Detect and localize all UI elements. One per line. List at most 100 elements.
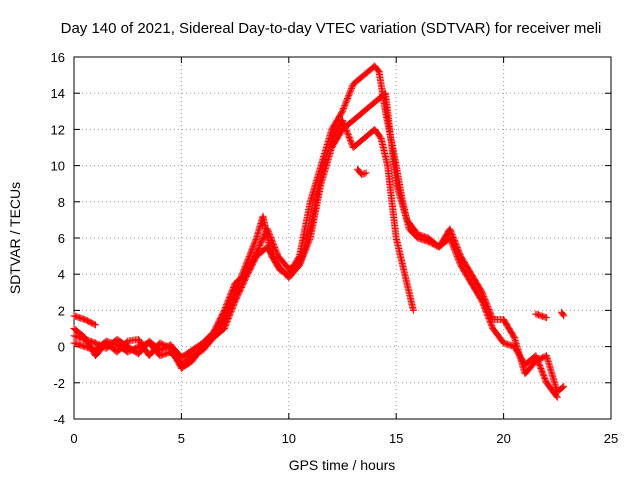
- data-point: [483, 310, 491, 318]
- data-point: [452, 248, 460, 256]
- data-point: [221, 323, 229, 331]
- data-point: [534, 356, 542, 364]
- data-point: [221, 322, 229, 330]
- data-point: [227, 289, 235, 297]
- data-point: [223, 317, 231, 325]
- data-point: [339, 116, 346, 124]
- data-point: [230, 300, 238, 308]
- data-point: [266, 231, 274, 239]
- data-point: [347, 138, 355, 146]
- data-point: [223, 319, 231, 327]
- data-point: [447, 237, 455, 245]
- data-point: [267, 235, 275, 243]
- data-point: [228, 306, 236, 314]
- data-point: [486, 317, 494, 325]
- data-point: [345, 132, 353, 140]
- data-point: [269, 239, 277, 247]
- data-point: [453, 251, 461, 259]
- data-point: [346, 87, 354, 95]
- data-point: [535, 359, 543, 367]
- data-point: [446, 235, 454, 243]
- data-point: [265, 229, 273, 237]
- x-tick-label: 20: [496, 431, 510, 446]
- y-tick-label: -4: [53, 412, 65, 427]
- y-axis-label: SDTVAR / TECUs: [7, 182, 23, 294]
- data-point: [449, 243, 457, 251]
- data-point: [532, 353, 540, 361]
- data-point: [249, 244, 257, 252]
- data-point: [539, 369, 547, 377]
- data-point: [484, 313, 492, 321]
- data-point: [553, 393, 561, 401]
- data-point: [483, 309, 491, 317]
- data-point: [541, 376, 549, 384]
- x-tick-label: 25: [604, 431, 618, 446]
- data-point: [479, 299, 487, 307]
- data-point: [226, 310, 234, 318]
- data-point: [227, 291, 235, 299]
- series-trace-6: [558, 308, 568, 320]
- data-point: [268, 236, 276, 244]
- data-point: [341, 123, 349, 131]
- data-point: [228, 286, 236, 294]
- data-point: [543, 314, 551, 322]
- data-point: [487, 320, 495, 328]
- data-point: [348, 84, 356, 92]
- data-point: [454, 255, 462, 263]
- data-point: [362, 169, 370, 177]
- data-point: [228, 288, 236, 296]
- data-point: [482, 307, 490, 315]
- data-point: [484, 312, 492, 320]
- data-point: [344, 131, 352, 139]
- data-point: [345, 133, 353, 141]
- data-point: [560, 382, 568, 390]
- data-point: [344, 94, 352, 102]
- ticks: 0 5 10 15 20 25 -4 -2 0 2 4 6 8 10 12 14 16: [51, 50, 619, 446]
- data-point: [343, 128, 351, 136]
- data-point: [270, 242, 278, 250]
- data-point: [271, 245, 279, 253]
- data-point: [229, 303, 237, 311]
- data-point: [340, 104, 348, 112]
- data-point: [541, 375, 549, 383]
- data-point: [225, 294, 233, 302]
- data-point: [346, 136, 354, 144]
- data-point: [481, 304, 489, 312]
- data-point: [456, 258, 464, 266]
- data-point: [448, 229, 456, 237]
- data-point: [446, 226, 454, 234]
- x-tick-label: 10: [282, 431, 296, 446]
- data-point: [225, 313, 233, 321]
- data-point: [552, 392, 560, 400]
- data-point: [263, 225, 271, 233]
- data-point: [540, 373, 548, 381]
- data-point: [454, 254, 462, 262]
- data-point: [559, 311, 567, 319]
- y-tick-label: 12: [51, 122, 65, 137]
- y-tick-label: 2: [58, 303, 65, 318]
- data-point: [225, 295, 233, 303]
- data-point: [487, 319, 495, 327]
- data-point: [560, 312, 568, 320]
- data-point: [229, 302, 237, 310]
- data-point: [359, 170, 367, 178]
- data-point: [535, 360, 543, 368]
- data-point: [449, 241, 457, 249]
- data-point: [91, 321, 99, 329]
- x-axis-label: GPS time / hours: [289, 457, 396, 473]
- data-point: [534, 357, 542, 365]
- data-point: [271, 244, 279, 252]
- data-point: [220, 325, 228, 332]
- y-tick-label: 8: [58, 195, 65, 210]
- y-tick-label: 0: [58, 340, 65, 355]
- data-point: [252, 235, 260, 243]
- data-point: [342, 99, 350, 107]
- data-point: [358, 171, 366, 179]
- x-tick-label: 0: [70, 431, 77, 446]
- data-point: [451, 247, 459, 255]
- data-point: [224, 314, 232, 322]
- data-point: [361, 169, 369, 177]
- data-point: [450, 244, 458, 252]
- data-point: [343, 96, 351, 104]
- data-point: [446, 225, 454, 233]
